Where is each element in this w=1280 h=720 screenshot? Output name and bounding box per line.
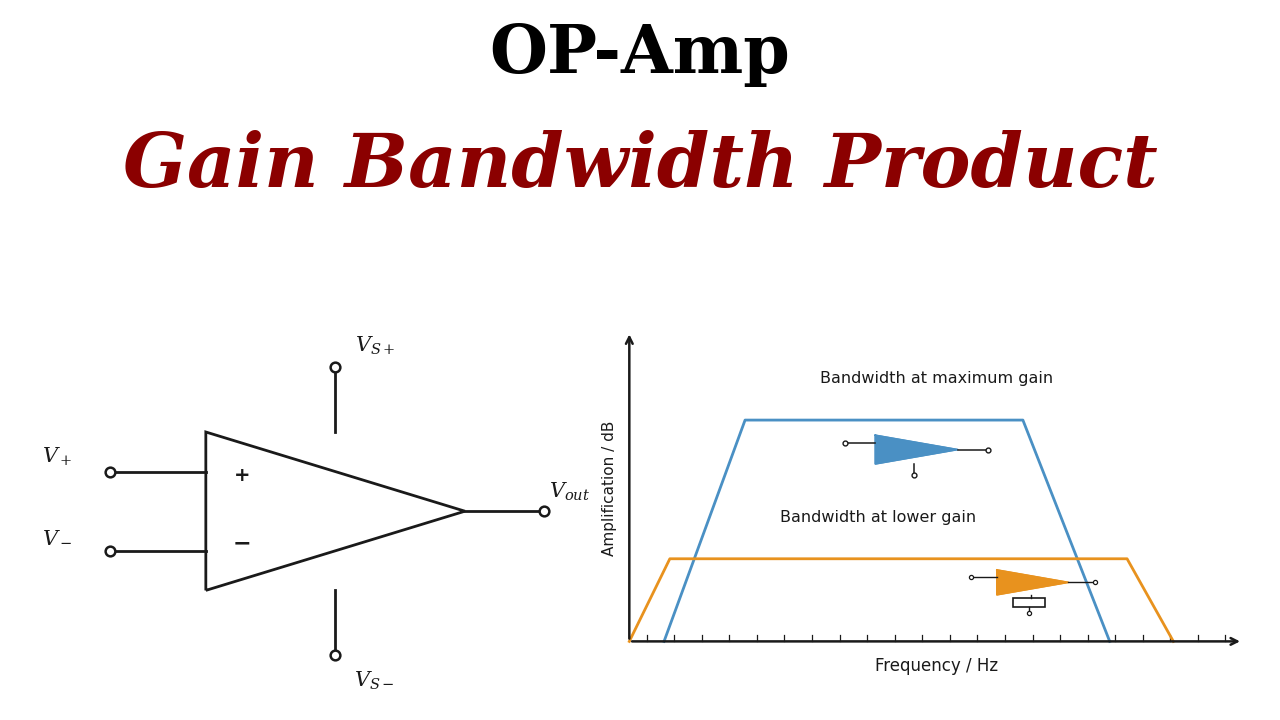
Text: OP-Amp: OP-Amp <box>490 22 790 86</box>
Text: $V_-$: $V_-$ <box>42 526 73 546</box>
Text: Gain Bandwidth Product: Gain Bandwidth Product <box>123 130 1157 202</box>
Bar <box>1012 598 1044 607</box>
Text: $V_{out}$: $V_{out}$ <box>549 480 590 503</box>
Text: −: − <box>233 534 252 554</box>
Text: $V_{S-}$: $V_{S-}$ <box>355 670 396 691</box>
Text: +: + <box>234 466 251 485</box>
Bar <box>1012 598 1044 607</box>
Polygon shape <box>876 435 957 464</box>
Text: $V_+$: $V_+$ <box>42 446 73 468</box>
Text: Frequency / Hz: Frequency / Hz <box>874 657 997 675</box>
Text: $V_{S+}$: $V_{S+}$ <box>355 335 396 356</box>
Text: Bandwidth at lower gain: Bandwidth at lower gain <box>780 510 977 525</box>
Text: Amplification / dB: Amplification / dB <box>602 420 617 556</box>
Polygon shape <box>997 570 1069 595</box>
Text: Bandwidth at maximum gain: Bandwidth at maximum gain <box>819 372 1052 386</box>
